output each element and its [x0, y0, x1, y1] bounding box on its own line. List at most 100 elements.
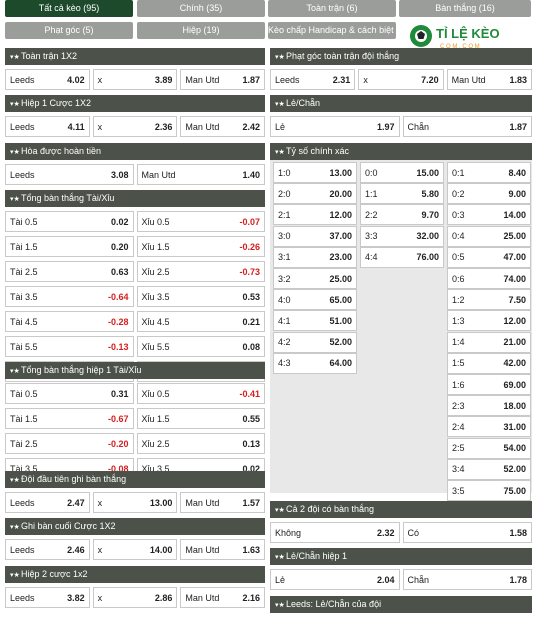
- half1-odd-even-header[interactable]: ▾★Lẻ/Chẵn hiệp 1: [270, 548, 532, 565]
- score-cell[interactable]: 4:0 65.00: [273, 289, 357, 311]
- total-goals-header[interactable]: ▾★Tổng bàn thắng Tài/Xỉu: [5, 190, 265, 207]
- half1-total-goals-header[interactable]: ▾★Tổng bàn thắng hiệp 1 Tài/Xỉu: [5, 362, 265, 379]
- collapse-star-icon[interactable]: ▾★: [10, 196, 20, 203]
- tab-6[interactable]: Kèo chấp Handicap & cách biệt (5): [268, 22, 396, 39]
- tab-5[interactable]: Hiệp (19): [137, 22, 265, 39]
- odds-cell[interactable]: Lẻ 1.97: [270, 116, 400, 137]
- odds-cell[interactable]: Leeds 3.08: [5, 164, 134, 185]
- correct-score-header[interactable]: ▾★Tỷ số chính xác: [270, 143, 532, 160]
- odds-cell[interactable]: Man Utd 1.83: [446, 69, 532, 90]
- odds-cell[interactable]: Leeds 4.02: [5, 69, 90, 90]
- odds-cell[interactable]: Tài 2.5 0.63: [5, 261, 134, 282]
- odds-cell[interactable]: Xỉu 0.5 -0.41: [136, 383, 265, 404]
- odds-cell[interactable]: Leeds 4.11: [5, 116, 90, 137]
- score-cell[interactable]: 2:4 31.00: [447, 416, 531, 438]
- odds-cell[interactable]: Có 1.58: [402, 522, 532, 543]
- score-cell[interactable]: 1:5 42.00: [447, 352, 531, 374]
- score-cell[interactable]: 1:4 21.00: [447, 331, 531, 353]
- odds-cell[interactable]: Tài 5.5 -0.13: [5, 336, 134, 357]
- score-cell[interactable]: 1:6 69.00: [447, 374, 531, 395]
- last-goal-1x2-header[interactable]: ▾★Ghi bàn cuối Cược 1X2: [5, 518, 265, 535]
- odds-cell[interactable]: Tài 1.5 -0.67: [5, 408, 134, 429]
- tab-3[interactable]: Bàn thắng (16): [399, 0, 531, 17]
- score-cell[interactable]: 0:4 25.00: [447, 225, 531, 247]
- score-cell[interactable]: 2:1 12.00: [273, 204, 357, 226]
- odds-cell[interactable]: Xỉu 3.5 0.53: [136, 286, 265, 307]
- half1-1x2-header[interactable]: ▾★Hiệp 1 Cược 1X2: [5, 95, 265, 112]
- odds-cell[interactable]: Man Utd 1.63: [180, 539, 266, 560]
- score-cell[interactable]: 1:3 12.00: [447, 310, 531, 332]
- score-cell[interactable]: 4:1 51.00: [273, 310, 357, 332]
- fulltime-1x2-header[interactable]: ▾★Toàn trận 1X2: [5, 48, 265, 65]
- collapse-star-icon[interactable]: ▾★: [10, 524, 20, 531]
- odds-cell[interactable]: Không 2.32: [270, 522, 400, 543]
- odds-cell[interactable]: Leeds 2.31: [270, 69, 356, 90]
- score-cell[interactable]: 0:1 8.40: [447, 162, 531, 183]
- collapse-star-icon[interactable]: ▾★: [275, 149, 285, 156]
- odds-cell[interactable]: x 2.86: [92, 587, 178, 608]
- collapse-star-icon[interactable]: ▾★: [275, 101, 285, 108]
- odds-cell[interactable]: Tài 2.5 -0.20: [5, 433, 134, 454]
- odds-cell[interactable]: Man Utd 2.42: [180, 116, 266, 137]
- score-cell[interactable]: 3:0 37.00: [273, 225, 357, 247]
- score-cell[interactable]: 2:5 54.00: [447, 437, 531, 459]
- odds-cell[interactable]: Tài 1.5 0.20: [5, 236, 134, 257]
- collapse-star-icon[interactable]: ▾★: [275, 54, 285, 61]
- score-cell[interactable]: 4:3 64.00: [273, 352, 357, 374]
- odds-cell[interactable]: Xỉu 0.5 -0.07: [136, 211, 265, 232]
- draw-no-bet-header[interactable]: ▾★Hòa được hoàn tiền: [5, 143, 265, 160]
- collapse-star-icon[interactable]: ▾★: [10, 368, 20, 375]
- score-cell[interactable]: 3:3 32.00: [360, 225, 444, 247]
- score-cell[interactable]: 0:6 74.00: [447, 268, 531, 289]
- odds-cell[interactable]: Man Utd 1.57: [180, 492, 266, 513]
- both-teams-score-header[interactable]: ▾★Cả 2 đội có bàn thắng: [270, 501, 532, 518]
- score-cell[interactable]: 4:2 52.00: [273, 331, 357, 353]
- score-cell[interactable]: 0:0 15.00: [360, 162, 444, 183]
- odds-cell[interactable]: Xỉu 2.5 -0.73: [136, 261, 265, 282]
- odds-cell[interactable]: Man Utd 2.16: [180, 587, 266, 608]
- odds-cell[interactable]: Lẻ 2.04: [270, 569, 400, 590]
- odds-cell[interactable]: Chẵn 1.78: [402, 569, 532, 590]
- score-cell[interactable]: 4:4 76.00: [360, 246, 444, 268]
- odds-cell[interactable]: Leeds 3.82: [5, 587, 90, 608]
- odds-cell[interactable]: Chẵn 1.87: [402, 116, 532, 137]
- odds-cell[interactable]: Tài 3.5 -0.64: [5, 286, 134, 307]
- score-cell[interactable]: 1:2 7.50: [447, 289, 531, 311]
- score-cell[interactable]: 1:0 13.00: [273, 162, 357, 183]
- tab-4[interactable]: Phạt góc (5): [5, 22, 133, 39]
- score-cell[interactable]: 0:3 14.00: [447, 204, 531, 226]
- odds-cell[interactable]: x 7.20: [358, 69, 444, 90]
- corners-winner-header[interactable]: ▾★Phạt góc toàn trận đội thắng: [270, 48, 532, 65]
- odds-cell[interactable]: Man Utd 1.40: [136, 164, 265, 185]
- odd-even-header[interactable]: ▾★Lẻ/Chẵn: [270, 95, 532, 112]
- score-cell[interactable]: 3:2 25.00: [273, 268, 357, 289]
- score-cell[interactable]: 2:3 18.00: [447, 395, 531, 417]
- collapse-star-icon[interactable]: ▾★: [275, 507, 285, 514]
- odds-cell[interactable]: Tài 0.5 0.31: [5, 383, 134, 404]
- odds-cell[interactable]: Xỉu 5.5 0.08: [136, 336, 265, 357]
- collapse-star-icon[interactable]: ▾★: [275, 602, 285, 609]
- odds-cell[interactable]: x 14.00: [92, 539, 178, 560]
- score-cell[interactable]: 2:2 9.70: [360, 204, 444, 226]
- first-team-to-score-header[interactable]: ▾★Đội đầu tiên ghi bàn thắng: [5, 471, 265, 488]
- tab-1[interactable]: Chính (35): [137, 0, 265, 17]
- odds-cell[interactable]: Xỉu 4.5 0.21: [136, 311, 265, 332]
- score-cell[interactable]: 1:1 5.80: [360, 183, 444, 205]
- collapse-star-icon[interactable]: ▾★: [10, 54, 20, 61]
- collapse-star-icon[interactable]: ▾★: [10, 477, 20, 484]
- odds-cell[interactable]: Tài 4.5 -0.28: [5, 311, 134, 332]
- leeds-odd-even-header[interactable]: ▾★Leeds: Lẻ/Chẵn của đội: [270, 596, 532, 613]
- collapse-star-icon[interactable]: ▾★: [10, 572, 20, 579]
- score-cell[interactable]: 3:1 23.00: [273, 246, 357, 268]
- odds-cell[interactable]: x 3.89: [92, 69, 178, 90]
- collapse-star-icon[interactable]: ▾★: [10, 101, 20, 108]
- odds-cell[interactable]: Xỉu 2.5 0.13: [136, 433, 265, 454]
- odds-cell[interactable]: Leeds 2.47: [5, 492, 90, 513]
- odds-cell[interactable]: Xỉu 1.5 -0.26: [136, 236, 265, 257]
- score-cell[interactable]: 3:5 75.00: [447, 480, 531, 501]
- tab-2[interactable]: Toàn trận (6): [268, 0, 396, 17]
- odds-cell[interactable]: Xỉu 1.5 0.55: [136, 408, 265, 429]
- score-cell[interactable]: 3:4 52.00: [447, 458, 531, 480]
- score-cell[interactable]: 0:2 9.00: [447, 183, 531, 205]
- collapse-star-icon[interactable]: ▾★: [275, 554, 285, 561]
